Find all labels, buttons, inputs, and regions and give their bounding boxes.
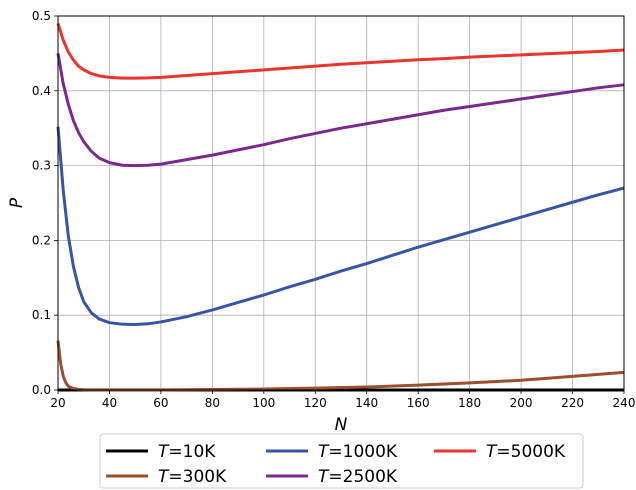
legend-value: =5000K (496, 442, 566, 462)
x-tick-label: 160 (407, 396, 430, 410)
x-tick-label: 20 (50, 396, 65, 410)
x-tick-label: 220 (561, 396, 584, 410)
x-axis-label: N (335, 415, 348, 435)
x-tick-label: 40 (102, 396, 117, 410)
series-line-3 (56, 53, 625, 168)
legend-variable: T (318, 467, 330, 487)
legend-value: =10K (168, 442, 216, 462)
series-line-4 (56, 23, 625, 80)
legend-entry-2: T=1000K (318, 442, 398, 462)
x-axis-ticks: 20 40 60 80 100 120 140 160 180 200 220 240 (50, 390, 635, 410)
legend-variable: T (158, 467, 170, 487)
y-tick-label: 0.4 (32, 84, 51, 98)
x-tick-label: 120 (304, 396, 327, 410)
y-tick-label: 0.5 (32, 9, 51, 23)
y-tick-label: 0.0 (32, 383, 51, 397)
legend-box (99, 433, 584, 489)
y-axis-ticks: 0.0 0.1 0.2 0.3 0.4 0.5 (32, 9, 58, 397)
legend-value: =1000K (328, 442, 398, 462)
x-tick-label: 140 (355, 396, 378, 410)
x-tick-label: 80 (205, 396, 220, 410)
series-line-1 (56, 340, 625, 392)
x-tick-label: 200 (510, 396, 533, 410)
legend-entry-4: T=5000K (486, 442, 566, 462)
y-tick-label: 0.2 (32, 233, 51, 247)
legend-variable: T (486, 442, 498, 462)
legend-value: =2500K (328, 467, 398, 487)
plot-frame (57, 15, 625, 391)
grid-lines (57, 15, 625, 391)
x-tick-label: 60 (153, 396, 168, 410)
legend-entry-0: T=10K (158, 442, 216, 462)
x-tick-label: 100 (252, 396, 275, 410)
y-tick-label: 0.1 (32, 308, 51, 322)
y-axis-label: P (7, 197, 27, 208)
legend-value: =300K (168, 467, 227, 487)
series-lines (56, 23, 625, 392)
legend-entry-3: T=2500K (318, 467, 398, 487)
series-line-2 (56, 126, 625, 327)
legend-variable: T (158, 442, 170, 462)
legend-variable: T (318, 442, 330, 462)
y-tick-label: 0.3 (32, 159, 51, 173)
x-tick-label: 180 (458, 396, 481, 410)
x-tick-label: 240 (613, 396, 636, 410)
legend-entry-1: T=300K (158, 467, 227, 487)
